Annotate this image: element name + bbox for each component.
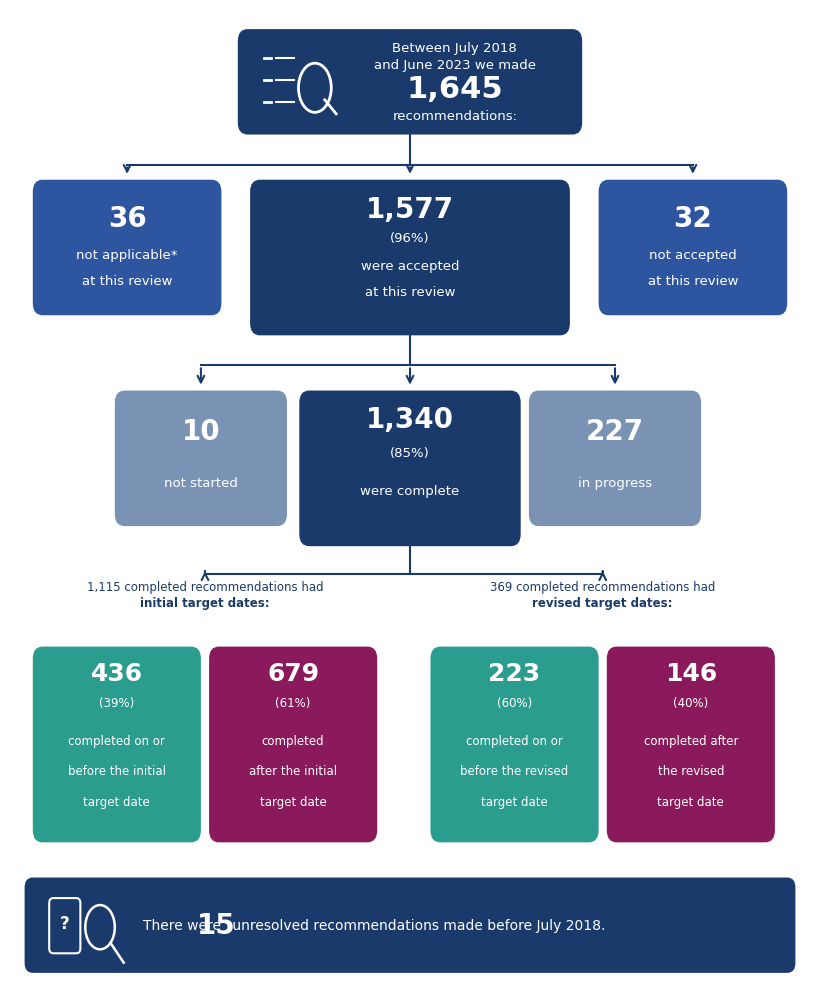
FancyBboxPatch shape (25, 878, 794, 973)
Text: ?: ? (60, 914, 70, 932)
FancyBboxPatch shape (33, 647, 201, 843)
Text: were accepted: were accepted (360, 260, 459, 273)
Text: There were: There were (143, 919, 225, 932)
Text: target date: target date (657, 795, 723, 808)
Text: completed on or: completed on or (465, 734, 563, 747)
Text: initial target dates:: initial target dates: (140, 597, 269, 609)
FancyBboxPatch shape (115, 391, 287, 527)
Text: not accepted: not accepted (648, 249, 736, 262)
Text: revised target dates:: revised target dates: (532, 597, 672, 609)
FancyBboxPatch shape (528, 391, 700, 527)
Text: 1,645: 1,645 (406, 74, 503, 103)
Text: not started: not started (164, 476, 238, 489)
Text: (85%): (85%) (390, 447, 429, 459)
Text: 1,115 completed recommendations had: 1,115 completed recommendations had (87, 581, 323, 593)
Text: after the initial: after the initial (249, 764, 337, 777)
Text: Between July 2018: Between July 2018 (392, 41, 517, 54)
Text: completed after: completed after (643, 734, 737, 747)
Text: (39%): (39%) (99, 696, 134, 709)
Text: at this review: at this review (82, 274, 172, 287)
Text: target date: target date (84, 795, 150, 808)
Text: completed on or: completed on or (68, 734, 165, 747)
Text: target date: target date (481, 795, 547, 808)
Text: completed: completed (261, 734, 324, 747)
Text: recommendations:: recommendations: (391, 110, 517, 123)
Text: 227: 227 (586, 418, 643, 445)
Text: and June 2023 we made: and June 2023 we made (373, 59, 535, 72)
Text: in progress: in progress (577, 476, 651, 489)
Text: 679: 679 (267, 661, 319, 685)
Text: at this review: at this review (364, 286, 455, 299)
Text: the revised: the revised (657, 764, 723, 777)
FancyBboxPatch shape (209, 647, 377, 843)
Text: not applicable*: not applicable* (76, 249, 178, 262)
Text: (60%): (60%) (496, 696, 532, 709)
FancyBboxPatch shape (430, 647, 598, 843)
Text: 146: 146 (664, 661, 716, 685)
FancyBboxPatch shape (238, 30, 581, 135)
FancyBboxPatch shape (250, 181, 569, 336)
Text: were complete: were complete (360, 484, 459, 497)
Text: 223: 223 (488, 661, 540, 685)
Text: unresolved recommendations made before July 2018.: unresolved recommendations made before J… (228, 919, 604, 932)
Text: (61%): (61%) (275, 696, 310, 709)
Text: 1,340: 1,340 (365, 406, 454, 434)
FancyBboxPatch shape (598, 181, 786, 316)
Text: target date: target date (260, 795, 326, 808)
Text: 10: 10 (181, 418, 220, 445)
Text: 369 completed recommendations had: 369 completed recommendations had (490, 581, 714, 593)
Text: before the revised: before the revised (459, 764, 568, 777)
Text: at this review: at this review (647, 274, 737, 287)
Text: 1,577: 1,577 (365, 196, 454, 224)
Text: 32: 32 (672, 205, 712, 233)
Text: (96%): (96%) (390, 232, 429, 245)
Text: 436: 436 (91, 661, 143, 685)
Text: 15: 15 (197, 912, 235, 939)
FancyBboxPatch shape (299, 391, 520, 547)
FancyBboxPatch shape (606, 647, 774, 843)
FancyBboxPatch shape (33, 181, 221, 316)
Text: 36: 36 (107, 205, 147, 233)
Text: (40%): (40%) (672, 696, 708, 709)
Text: before the initial: before the initial (68, 764, 165, 777)
